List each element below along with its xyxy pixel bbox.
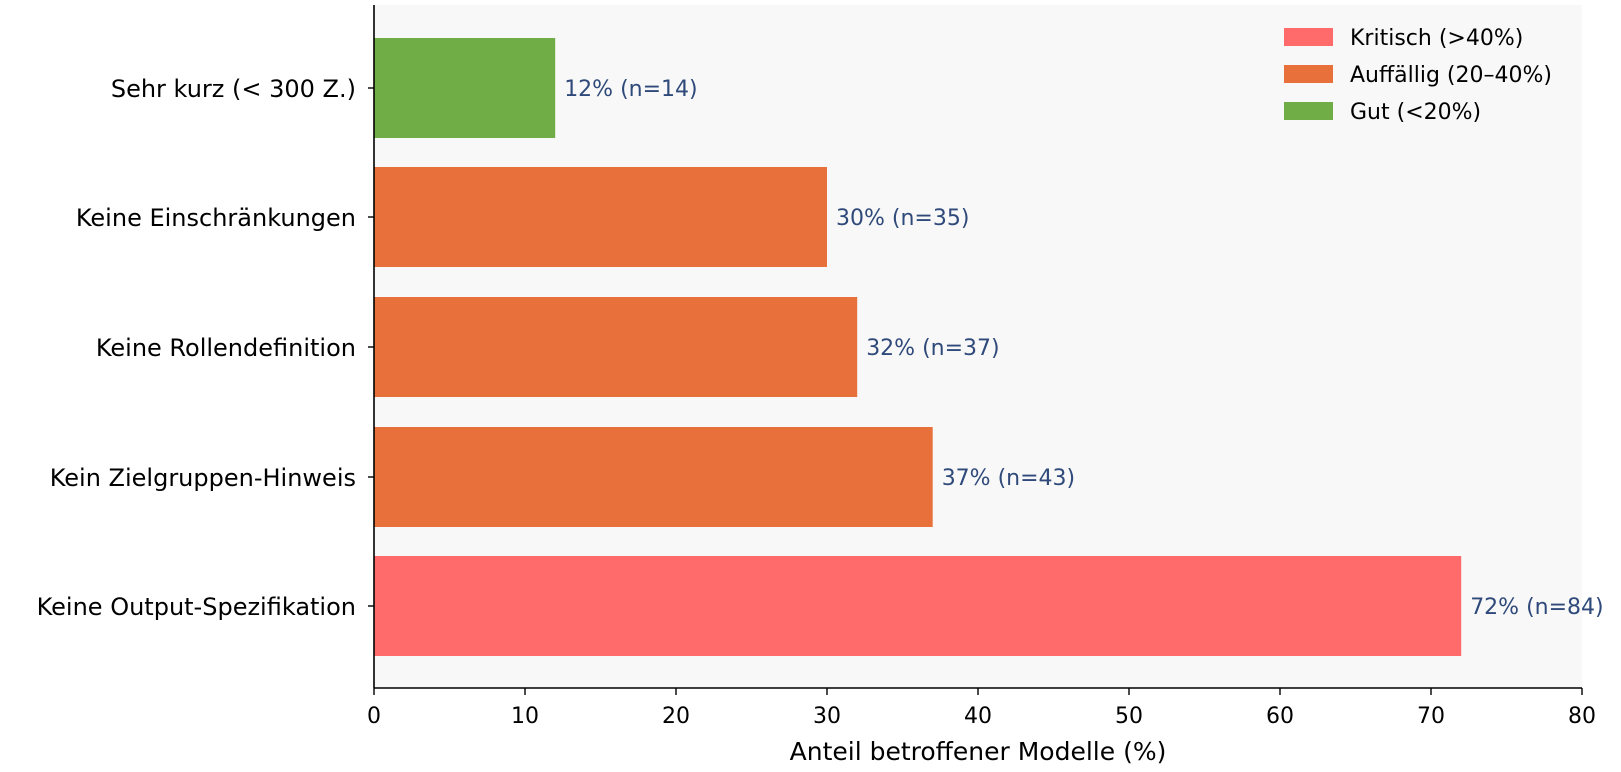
x-axis-ticks: 0 10 20 30 40 50 60 70 80	[367, 688, 1596, 729]
legend-swatch	[1284, 102, 1333, 120]
bar	[374, 427, 933, 527]
category-label: Keine Einschränkungen	[76, 204, 356, 232]
legend: Kritisch (>40%) Auffällig (20–40%) Gut (<2…	[1284, 26, 1552, 125]
bar	[374, 167, 827, 267]
legend-swatch	[1284, 28, 1333, 46]
data-label: 32% (n=37)	[866, 336, 999, 361]
legend-label: Kritisch (>40%)	[1350, 26, 1523, 51]
x-tick-label: 50	[1115, 704, 1143, 729]
bar	[374, 556, 1462, 656]
bar	[374, 38, 556, 138]
bars: 12% (n=14) 30% (n=35) 32% (n=37) 37% (n=43)…	[374, 38, 1604, 656]
category-label: Sehr kurz (< 300 Z.)	[111, 75, 356, 103]
data-label: 30% (n=35)	[836, 206, 969, 231]
data-label: 37% (n=43)	[942, 466, 1075, 491]
x-tick-label: 20	[662, 704, 690, 729]
x-tick-label: 80	[1568, 704, 1596, 729]
legend-label: Auffällig (20–40%)	[1350, 63, 1552, 88]
category-label: Kein Zielgruppen-Hinweis	[50, 464, 356, 492]
category-labels: Sehr kurz (< 300 Z.) Keine Einschränkunge…	[37, 75, 374, 621]
category-label: Keine Output-Spezifikation	[37, 593, 356, 621]
x-tick-label: 10	[511, 704, 539, 729]
data-label: 72% (n=84)	[1470, 595, 1603, 620]
x-axis-title: Anteil betroffener Modelle (%)	[790, 737, 1167, 766]
x-tick-label: 60	[1266, 704, 1294, 729]
legend-label: Gut (<20%)	[1350, 100, 1481, 125]
x-tick-label: 0	[367, 704, 381, 729]
x-tick-label: 40	[964, 704, 992, 729]
x-tick-label: 70	[1417, 704, 1445, 729]
legend-swatch	[1284, 65, 1333, 83]
data-label: 12% (n=14)	[564, 77, 697, 102]
x-tick-label: 30	[813, 704, 841, 729]
bar	[374, 297, 858, 397]
category-label: Keine Rollendefinition	[96, 334, 356, 362]
